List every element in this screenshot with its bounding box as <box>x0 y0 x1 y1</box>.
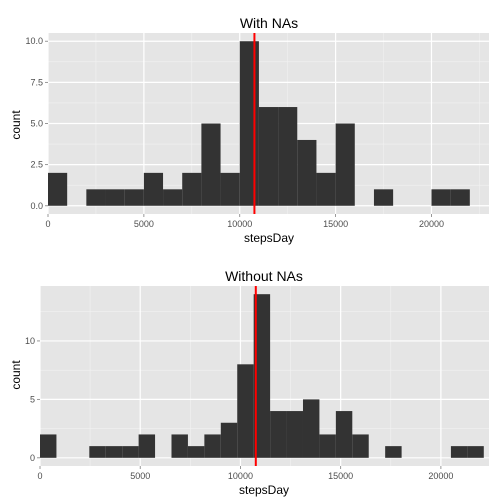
x-tick-label: 15000 <box>323 219 348 229</box>
histogram-bar <box>105 446 123 458</box>
histogram-bar <box>253 294 271 458</box>
histogram-bar <box>89 446 106 458</box>
y-tick-label: 10.0 <box>25 36 43 46</box>
histogram-bar <box>40 434 57 458</box>
x-axis-title: stepsDay <box>244 231 294 245</box>
histogram-bar <box>278 107 298 206</box>
histogram-bar <box>373 189 394 206</box>
histogram-bar <box>335 123 355 206</box>
y-tick-label: 5 <box>30 394 35 404</box>
y-axis-ticks: 0.0 2.5 5.0 7.5 10.0 <box>25 36 48 211</box>
x-tick-label: 0 <box>45 219 50 229</box>
x-tick-label: 5000 <box>130 471 150 481</box>
histogram-bar <box>105 189 125 206</box>
y-tick-label: 0.0 <box>30 201 43 211</box>
y-tick-label: 0 <box>30 453 35 463</box>
histogram-bar <box>187 446 205 458</box>
chart-title: Without NAs <box>225 268 303 284</box>
y-tick-label: 7.5 <box>30 77 43 87</box>
histogram-bar <box>286 411 303 458</box>
histogram-bar <box>143 172 164 206</box>
histogram-bars <box>40 294 484 458</box>
x-axis-title: stepsDay <box>239 483 289 497</box>
histogram-bar <box>48 172 68 206</box>
x-tick-label: 0 <box>37 471 42 481</box>
histogram-bar <box>352 434 369 458</box>
y-tick-label: 10 <box>25 336 35 346</box>
x-tick-label: 5000 <box>134 219 154 229</box>
histogram-bar <box>270 411 287 458</box>
chart-with-nas: With NAs 0.0 2.5 5.0 7.5 10.0 0 5000 10000 1500… <box>9 15 489 245</box>
histogram-bar <box>431 189 451 206</box>
histogram-bar <box>302 399 320 458</box>
histogram-bar <box>297 139 317 206</box>
y-tick-label: 2.5 <box>30 160 43 170</box>
histogram-bar <box>86 189 106 206</box>
histogram-bar <box>163 189 183 206</box>
x-axis-ticks: 0 5000 10000 15000 20000 <box>37 466 453 481</box>
y-axis-ticks: 0 5 10 <box>25 336 40 463</box>
histogram-bar <box>138 434 156 458</box>
histogram-bar <box>316 172 336 206</box>
histogram-bar <box>335 411 353 458</box>
histogram-bar <box>467 446 484 458</box>
x-tick-label: 10000 <box>227 219 252 229</box>
chart-without-nas: Without NAs 0 5 10 0 5000 10000 15000 20000 st… <box>9 268 489 497</box>
y-tick-label: 5.0 <box>30 119 43 129</box>
histogram-bar <box>201 123 221 206</box>
histogram-bar <box>237 364 254 458</box>
x-tick-label: 10000 <box>228 471 253 481</box>
histogram-bar <box>450 446 468 458</box>
histogram-bar <box>204 434 221 458</box>
histogram-bar <box>220 422 238 458</box>
histogram-bar <box>122 446 139 458</box>
histogram-bar <box>258 107 279 206</box>
x-tick-label: 20000 <box>419 219 444 229</box>
y-axis-title: count <box>9 360 23 390</box>
histogram-bar <box>182 172 202 206</box>
histogram-bar <box>124 189 144 206</box>
histogram-bar <box>319 434 336 458</box>
x-tick-label: 20000 <box>428 471 453 481</box>
x-tick-label: 15000 <box>328 471 353 481</box>
y-axis-title: count <box>9 110 23 140</box>
histogram-bar <box>171 434 188 458</box>
chart-title: With NAs <box>240 15 298 31</box>
histogram-bar <box>220 172 240 206</box>
histogram-bar <box>239 41 259 206</box>
histogram-bar <box>385 446 402 458</box>
histogram-bar <box>450 189 470 206</box>
x-axis-ticks: 0 5000 10000 15000 20000 <box>45 214 444 229</box>
